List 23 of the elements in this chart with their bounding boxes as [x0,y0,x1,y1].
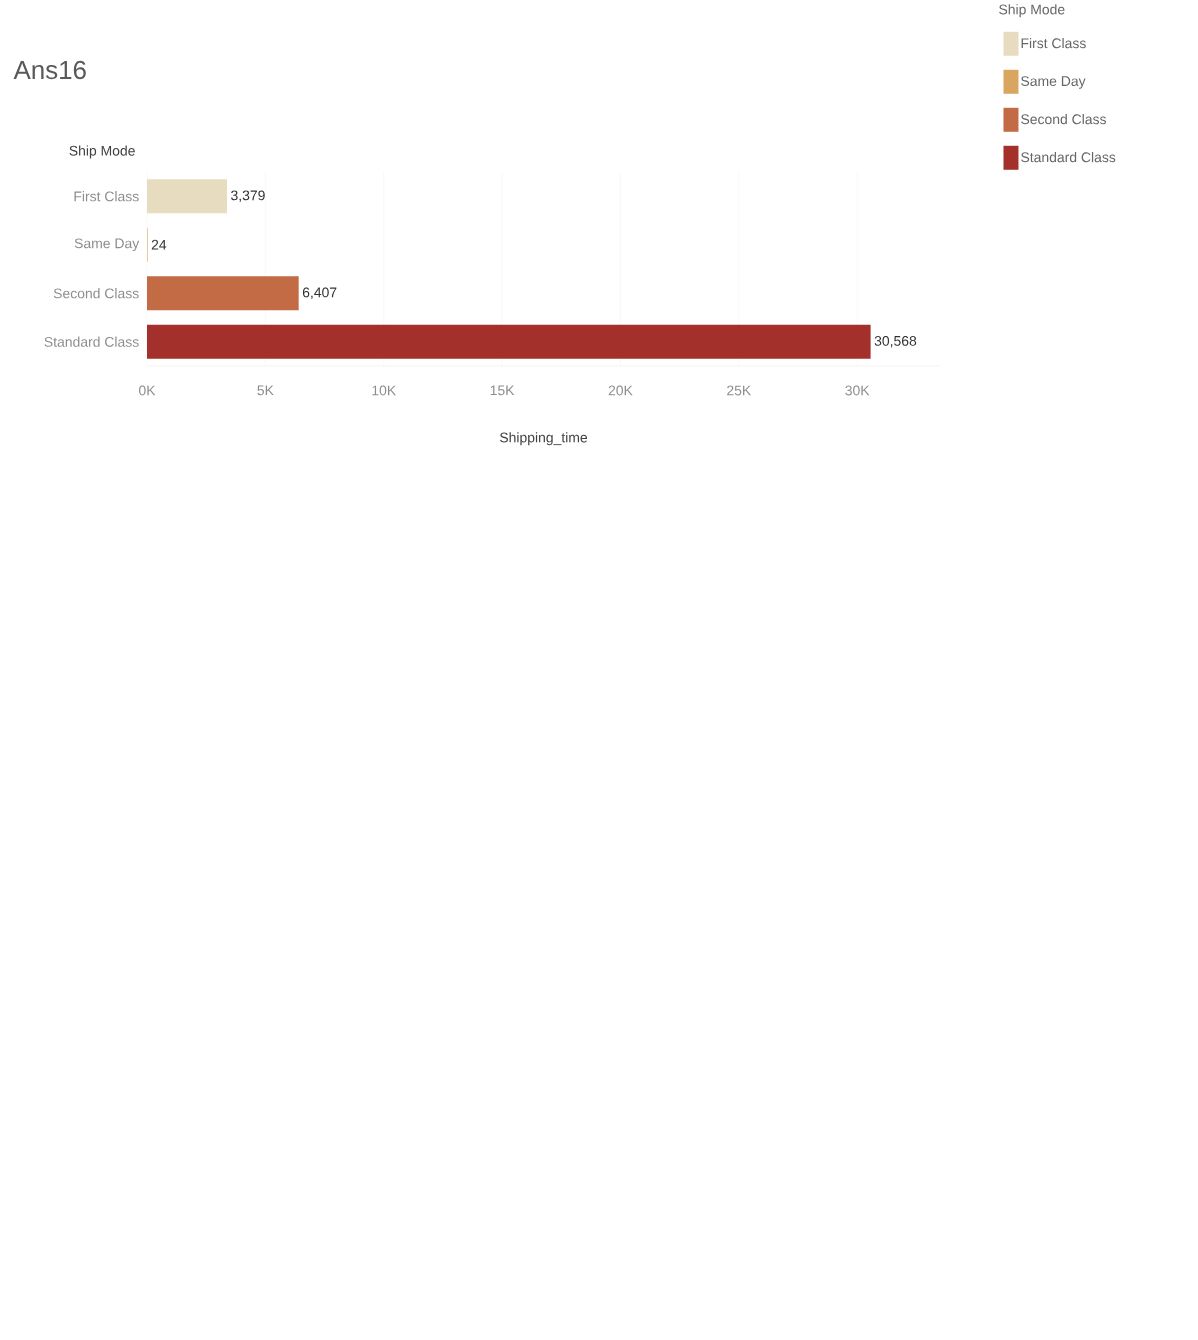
x-tick-label: 25K [727,385,752,396]
x-tick-label: 5K [257,385,274,396]
legend-label: Same Day [1021,76,1086,89]
y-tick-label: Same Day [74,238,140,252]
y-axis-title: Ship Mode [69,145,135,159]
chart-title: Ans16 [13,60,86,80]
data-label: 3,379 [231,190,265,202]
legend-label: First Class [1021,37,1086,49]
data-label: 30,568 [874,335,917,348]
x-tick-label: 0K [139,385,156,396]
legend-label: Standard Class [1021,151,1116,163]
x-tick-label: 10K [372,385,396,396]
x-tick-label: 20K [608,385,633,396]
y-tick-label: Standard Class [44,336,139,347]
x-axis-title: Shipping_time [499,432,588,446]
y-tick-label: Second Class [53,288,139,299]
data-label: 24 [151,239,167,250]
x-tick-label: 15K [490,385,515,396]
y-tick-label: First Class [74,191,139,202]
data-label: 6,407 [302,287,337,299]
legend-label: Second Class [1021,113,1106,125]
x-tick-label: 30K [845,385,870,396]
legend-title: Ship Mode [999,4,1065,18]
